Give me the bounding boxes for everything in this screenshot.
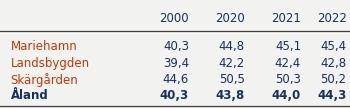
Text: 44,3: 44,3 — [317, 89, 346, 102]
Text: 2021: 2021 — [271, 12, 301, 25]
Text: Mariehamn: Mariehamn — [10, 40, 77, 53]
Text: 40,3: 40,3 — [160, 89, 189, 102]
Text: 44,8: 44,8 — [219, 40, 245, 53]
Text: 2022: 2022 — [317, 12, 346, 25]
Text: Åland: Åland — [10, 89, 48, 102]
Text: 44,6: 44,6 — [163, 73, 189, 86]
Text: 50,3: 50,3 — [275, 73, 301, 86]
Text: 42,8: 42,8 — [320, 57, 346, 70]
Text: 42,2: 42,2 — [219, 57, 245, 70]
Text: 45,1: 45,1 — [275, 40, 301, 53]
Text: 50,5: 50,5 — [219, 73, 245, 86]
Text: 44,0: 44,0 — [272, 89, 301, 102]
Text: 2000: 2000 — [159, 12, 189, 25]
Text: 50,2: 50,2 — [321, 73, 346, 86]
Text: 40,3: 40,3 — [163, 40, 189, 53]
Text: 2020: 2020 — [215, 12, 245, 25]
Text: Skärgården: Skärgården — [10, 73, 78, 87]
Text: 39,4: 39,4 — [163, 57, 189, 70]
Text: 45,4: 45,4 — [320, 40, 346, 53]
Text: 42,4: 42,4 — [275, 57, 301, 70]
Text: Landsbygden: Landsbygden — [10, 57, 90, 70]
Text: 43,8: 43,8 — [216, 89, 245, 102]
